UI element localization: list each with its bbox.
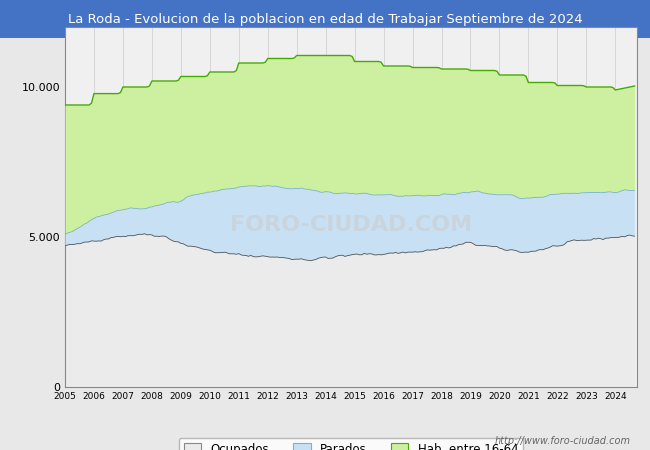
Text: http://www.foro-ciudad.com: http://www.foro-ciudad.com [495, 436, 630, 446]
Text: La Roda - Evolucion de la poblacion en edad de Trabajar Septiembre de 2024: La Roda - Evolucion de la poblacion en e… [68, 13, 582, 26]
Text: FORO-CIUDAD.COM: FORO-CIUDAD.COM [230, 215, 472, 235]
Legend: Ocupados, Parados, Hab. entre 16-64: Ocupados, Parados, Hab. entre 16-64 [179, 438, 523, 450]
